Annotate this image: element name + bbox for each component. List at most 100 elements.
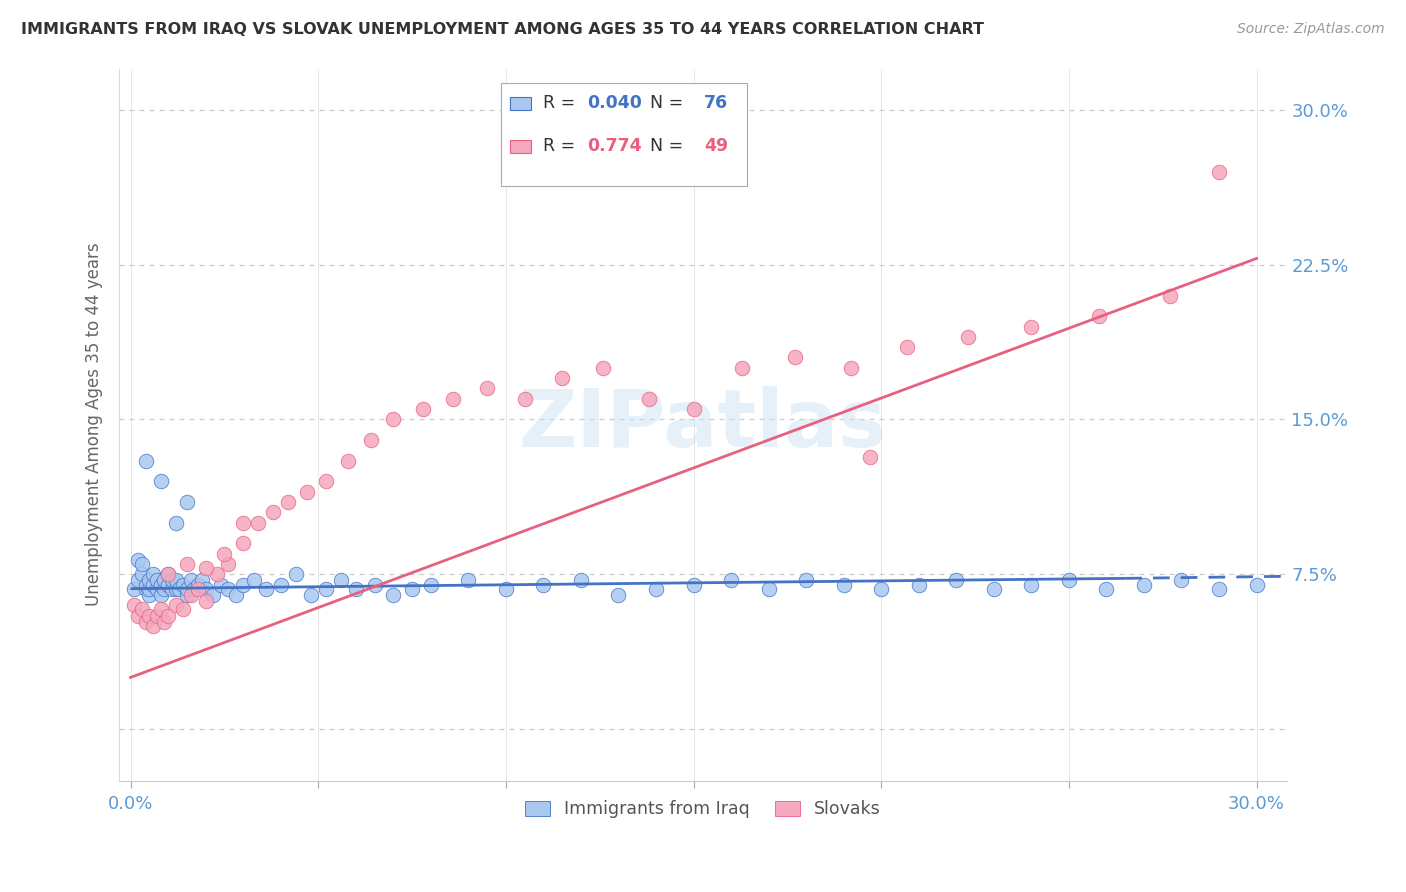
Point <box>131 557 153 571</box>
Point <box>165 582 187 596</box>
Point <box>135 577 157 591</box>
Text: N =: N = <box>638 95 689 112</box>
Point <box>859 450 882 464</box>
Point <box>531 577 554 591</box>
Point <box>172 602 194 616</box>
Point <box>217 582 239 596</box>
Point <box>176 495 198 509</box>
FancyBboxPatch shape <box>510 140 531 153</box>
Point <box>457 574 479 588</box>
Point <box>176 557 198 571</box>
Point <box>232 577 254 591</box>
Legend: Immigrants from Iraq, Slovaks: Immigrants from Iraq, Slovaks <box>519 794 887 825</box>
Point <box>1057 574 1080 588</box>
Point <box>124 582 146 596</box>
Point <box>172 577 194 591</box>
Point <box>645 582 668 596</box>
Point <box>146 608 169 623</box>
Point <box>131 602 153 616</box>
Point <box>176 588 198 602</box>
Text: 49: 49 <box>704 137 728 155</box>
Point <box>284 567 307 582</box>
Point <box>127 553 149 567</box>
Point <box>277 495 299 509</box>
Text: 0.774: 0.774 <box>588 137 643 155</box>
Point <box>682 577 704 591</box>
Point <box>337 453 360 467</box>
Point <box>232 516 254 530</box>
Point <box>194 561 217 575</box>
Point <box>254 582 277 596</box>
Point <box>165 598 187 612</box>
Point <box>1095 582 1118 596</box>
Point <box>153 615 176 629</box>
FancyBboxPatch shape <box>501 83 747 186</box>
Point <box>157 577 180 591</box>
Point <box>1170 574 1192 588</box>
Point <box>191 574 214 588</box>
Point <box>592 360 614 375</box>
Point <box>232 536 254 550</box>
Point <box>315 582 337 596</box>
Text: R =: R = <box>543 137 581 155</box>
Point <box>344 582 367 596</box>
Point <box>202 588 225 602</box>
Point <box>299 588 322 602</box>
Point <box>907 577 929 591</box>
Point <box>217 557 239 571</box>
Point <box>157 567 180 582</box>
Text: N =: N = <box>638 137 689 155</box>
Point <box>209 577 232 591</box>
Text: Source: ZipAtlas.com: Source: ZipAtlas.com <box>1237 22 1385 37</box>
Point <box>149 475 172 489</box>
Point <box>138 582 160 596</box>
Point <box>135 453 157 467</box>
Point <box>160 574 183 588</box>
Point <box>983 582 1005 596</box>
Point <box>165 516 187 530</box>
Point <box>180 588 202 602</box>
Point <box>157 608 180 623</box>
Y-axis label: Unemployment Among Ages 35 to 44 years: Unemployment Among Ages 35 to 44 years <box>86 243 103 607</box>
Point <box>1133 577 1156 591</box>
Point <box>153 574 176 588</box>
Point <box>225 588 247 602</box>
Text: 76: 76 <box>704 95 728 112</box>
Point <box>1021 319 1043 334</box>
Point <box>135 582 157 596</box>
Text: ZIPatlas: ZIPatlas <box>519 385 887 464</box>
Point <box>135 615 157 629</box>
Point <box>315 475 337 489</box>
Point <box>127 574 149 588</box>
Point <box>262 505 284 519</box>
Point <box>146 582 169 596</box>
Point <box>382 412 405 426</box>
Point <box>794 574 817 588</box>
Point <box>839 360 862 375</box>
Point <box>149 577 172 591</box>
Text: 0.040: 0.040 <box>588 95 643 112</box>
Point <box>183 582 205 596</box>
Point <box>165 574 187 588</box>
Point <box>187 577 209 591</box>
Point <box>475 381 498 395</box>
Point <box>607 588 630 602</box>
Point <box>138 574 160 588</box>
Point <box>270 577 292 591</box>
Point <box>1159 288 1181 302</box>
Point <box>142 577 165 591</box>
Point <box>329 574 352 588</box>
Point <box>382 588 405 602</box>
Point <box>1246 577 1268 591</box>
Point <box>142 567 165 582</box>
Point <box>412 402 434 417</box>
Point <box>127 608 149 623</box>
Text: R =: R = <box>543 95 581 112</box>
Point <box>146 574 169 588</box>
Point <box>149 602 172 616</box>
Point <box>124 598 146 612</box>
Point <box>758 582 780 596</box>
Point <box>149 588 172 602</box>
Point <box>247 516 270 530</box>
Point <box>945 574 967 588</box>
